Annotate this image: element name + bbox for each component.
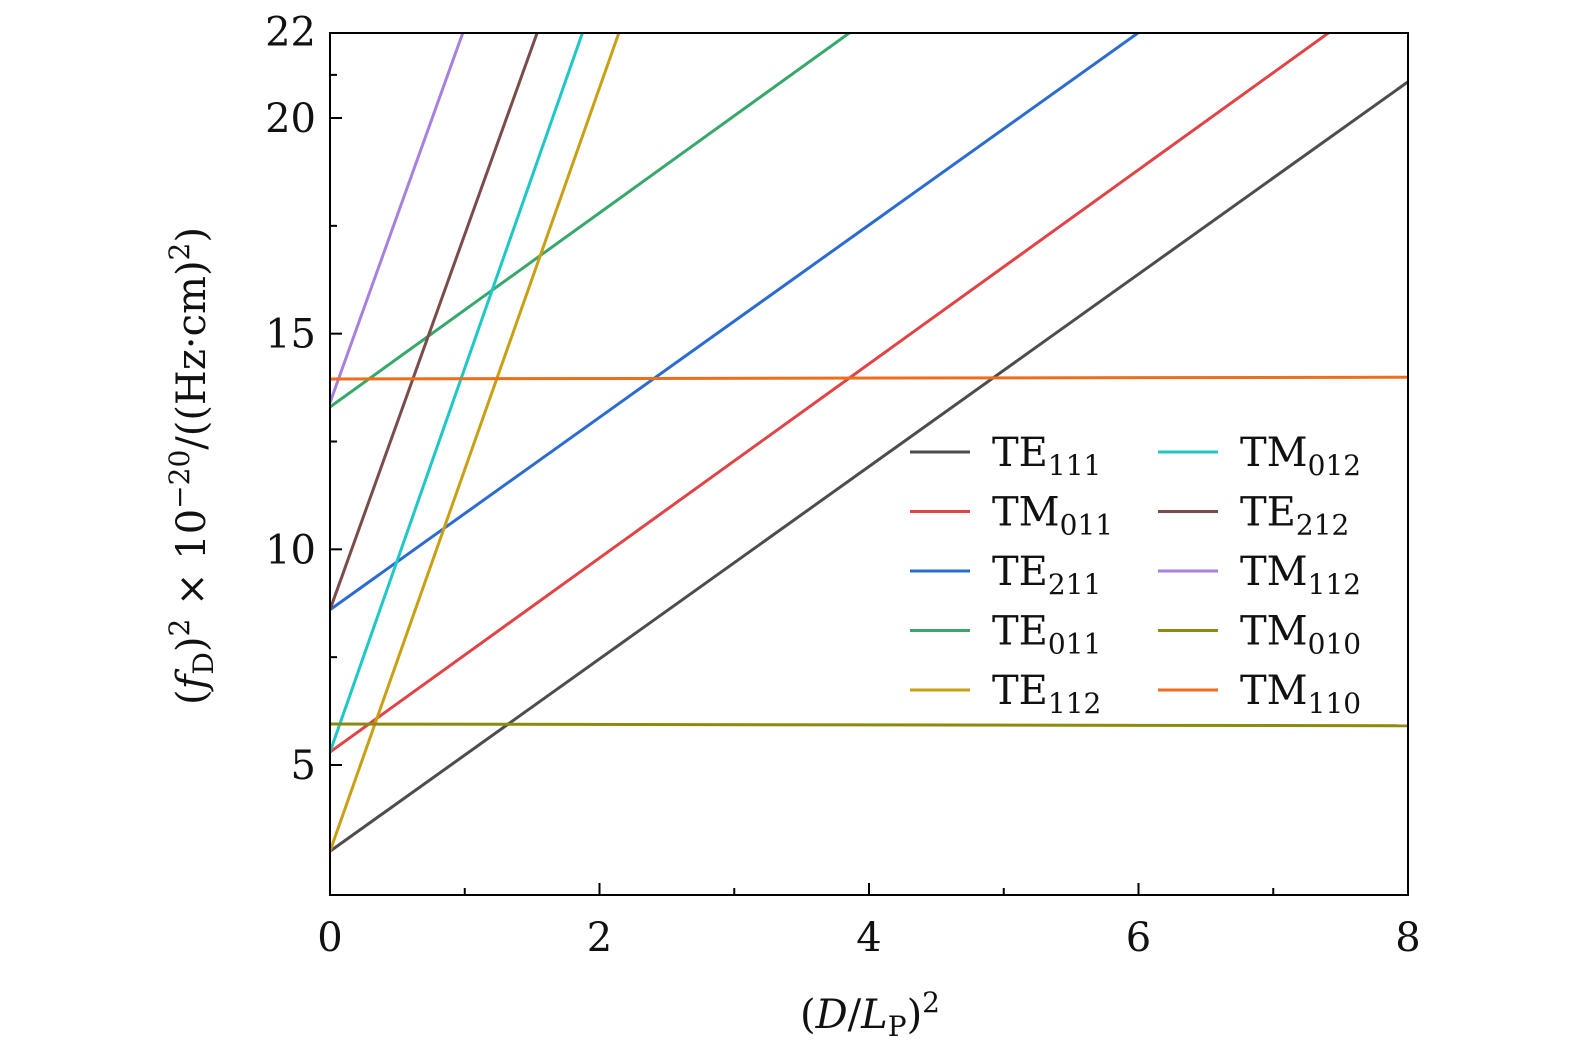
- x-tick-label: 6: [1126, 915, 1151, 961]
- x-tick-label: 4: [856, 915, 881, 961]
- y-tick-label: 15: [265, 312, 316, 358]
- legend-entry-tm112: TM112: [1158, 549, 1361, 601]
- legend-label: TE112: [992, 668, 1101, 720]
- legend-entry-tm110: TM110: [1158, 668, 1361, 720]
- legend-entry-te111: TE111: [910, 430, 1101, 482]
- series-line-te211: [330, 33, 1141, 611]
- legend-label: TE212: [1240, 490, 1349, 542]
- legend-label: TM011: [992, 490, 1113, 542]
- series-line-te112: [330, 33, 621, 852]
- series-line-tm112: [330, 33, 465, 404]
- legend-entry-te112: TE112: [910, 668, 1101, 720]
- legend-label: TM110: [1240, 668, 1361, 720]
- x-tick-label: 8: [1395, 915, 1420, 961]
- series-line-tm010: [330, 722, 1408, 728]
- series-line-tm110: [330, 375, 1408, 381]
- x-tick-label: 0: [317, 915, 342, 961]
- legend-entry-te211: TE211: [910, 549, 1101, 601]
- x-axis-title: (D/LP)2: [800, 986, 940, 1043]
- series-line-tm012: [330, 33, 584, 753]
- legend-entry-te212: TE212: [1158, 490, 1349, 542]
- legend-label: TM010: [1240, 609, 1361, 661]
- legend-entry-tm010: TM010: [1158, 609, 1361, 661]
- series-line-tm011: [330, 33, 1331, 754]
- y-tick-label: 22: [265, 10, 316, 56]
- legend-label: TM012: [1240, 430, 1361, 482]
- series-line-te011: [330, 33, 852, 409]
- series-line-te212: [330, 33, 539, 611]
- legend-label: TE211: [992, 549, 1101, 601]
- legend-entry-tm011: TM011: [910, 490, 1113, 542]
- legend-entry-tm012: TM012: [1158, 430, 1361, 482]
- legend-label: TM112: [1240, 549, 1361, 601]
- y-tick-label: 10: [265, 527, 316, 573]
- legend-label: TE011: [992, 609, 1101, 661]
- legend: TE111 TM011 TE211 TE011 TE112 TM012 TE212 TM112…: [910, 430, 1361, 720]
- y-axis-title: (fD)2 × 10−20/((Hz·cm)2): [163, 227, 220, 705]
- axis-ticks: 0 2 4 6 8 5 10 15 20 22: [265, 10, 1421, 961]
- legend-entry-te011: TE011: [910, 609, 1101, 661]
- y-tick-label: 5: [291, 743, 316, 789]
- y-tick-label: 20: [265, 96, 316, 142]
- legend-label: TE111: [992, 430, 1101, 482]
- x-tick-label: 2: [587, 915, 612, 961]
- series-lines: [330, 33, 1408, 853]
